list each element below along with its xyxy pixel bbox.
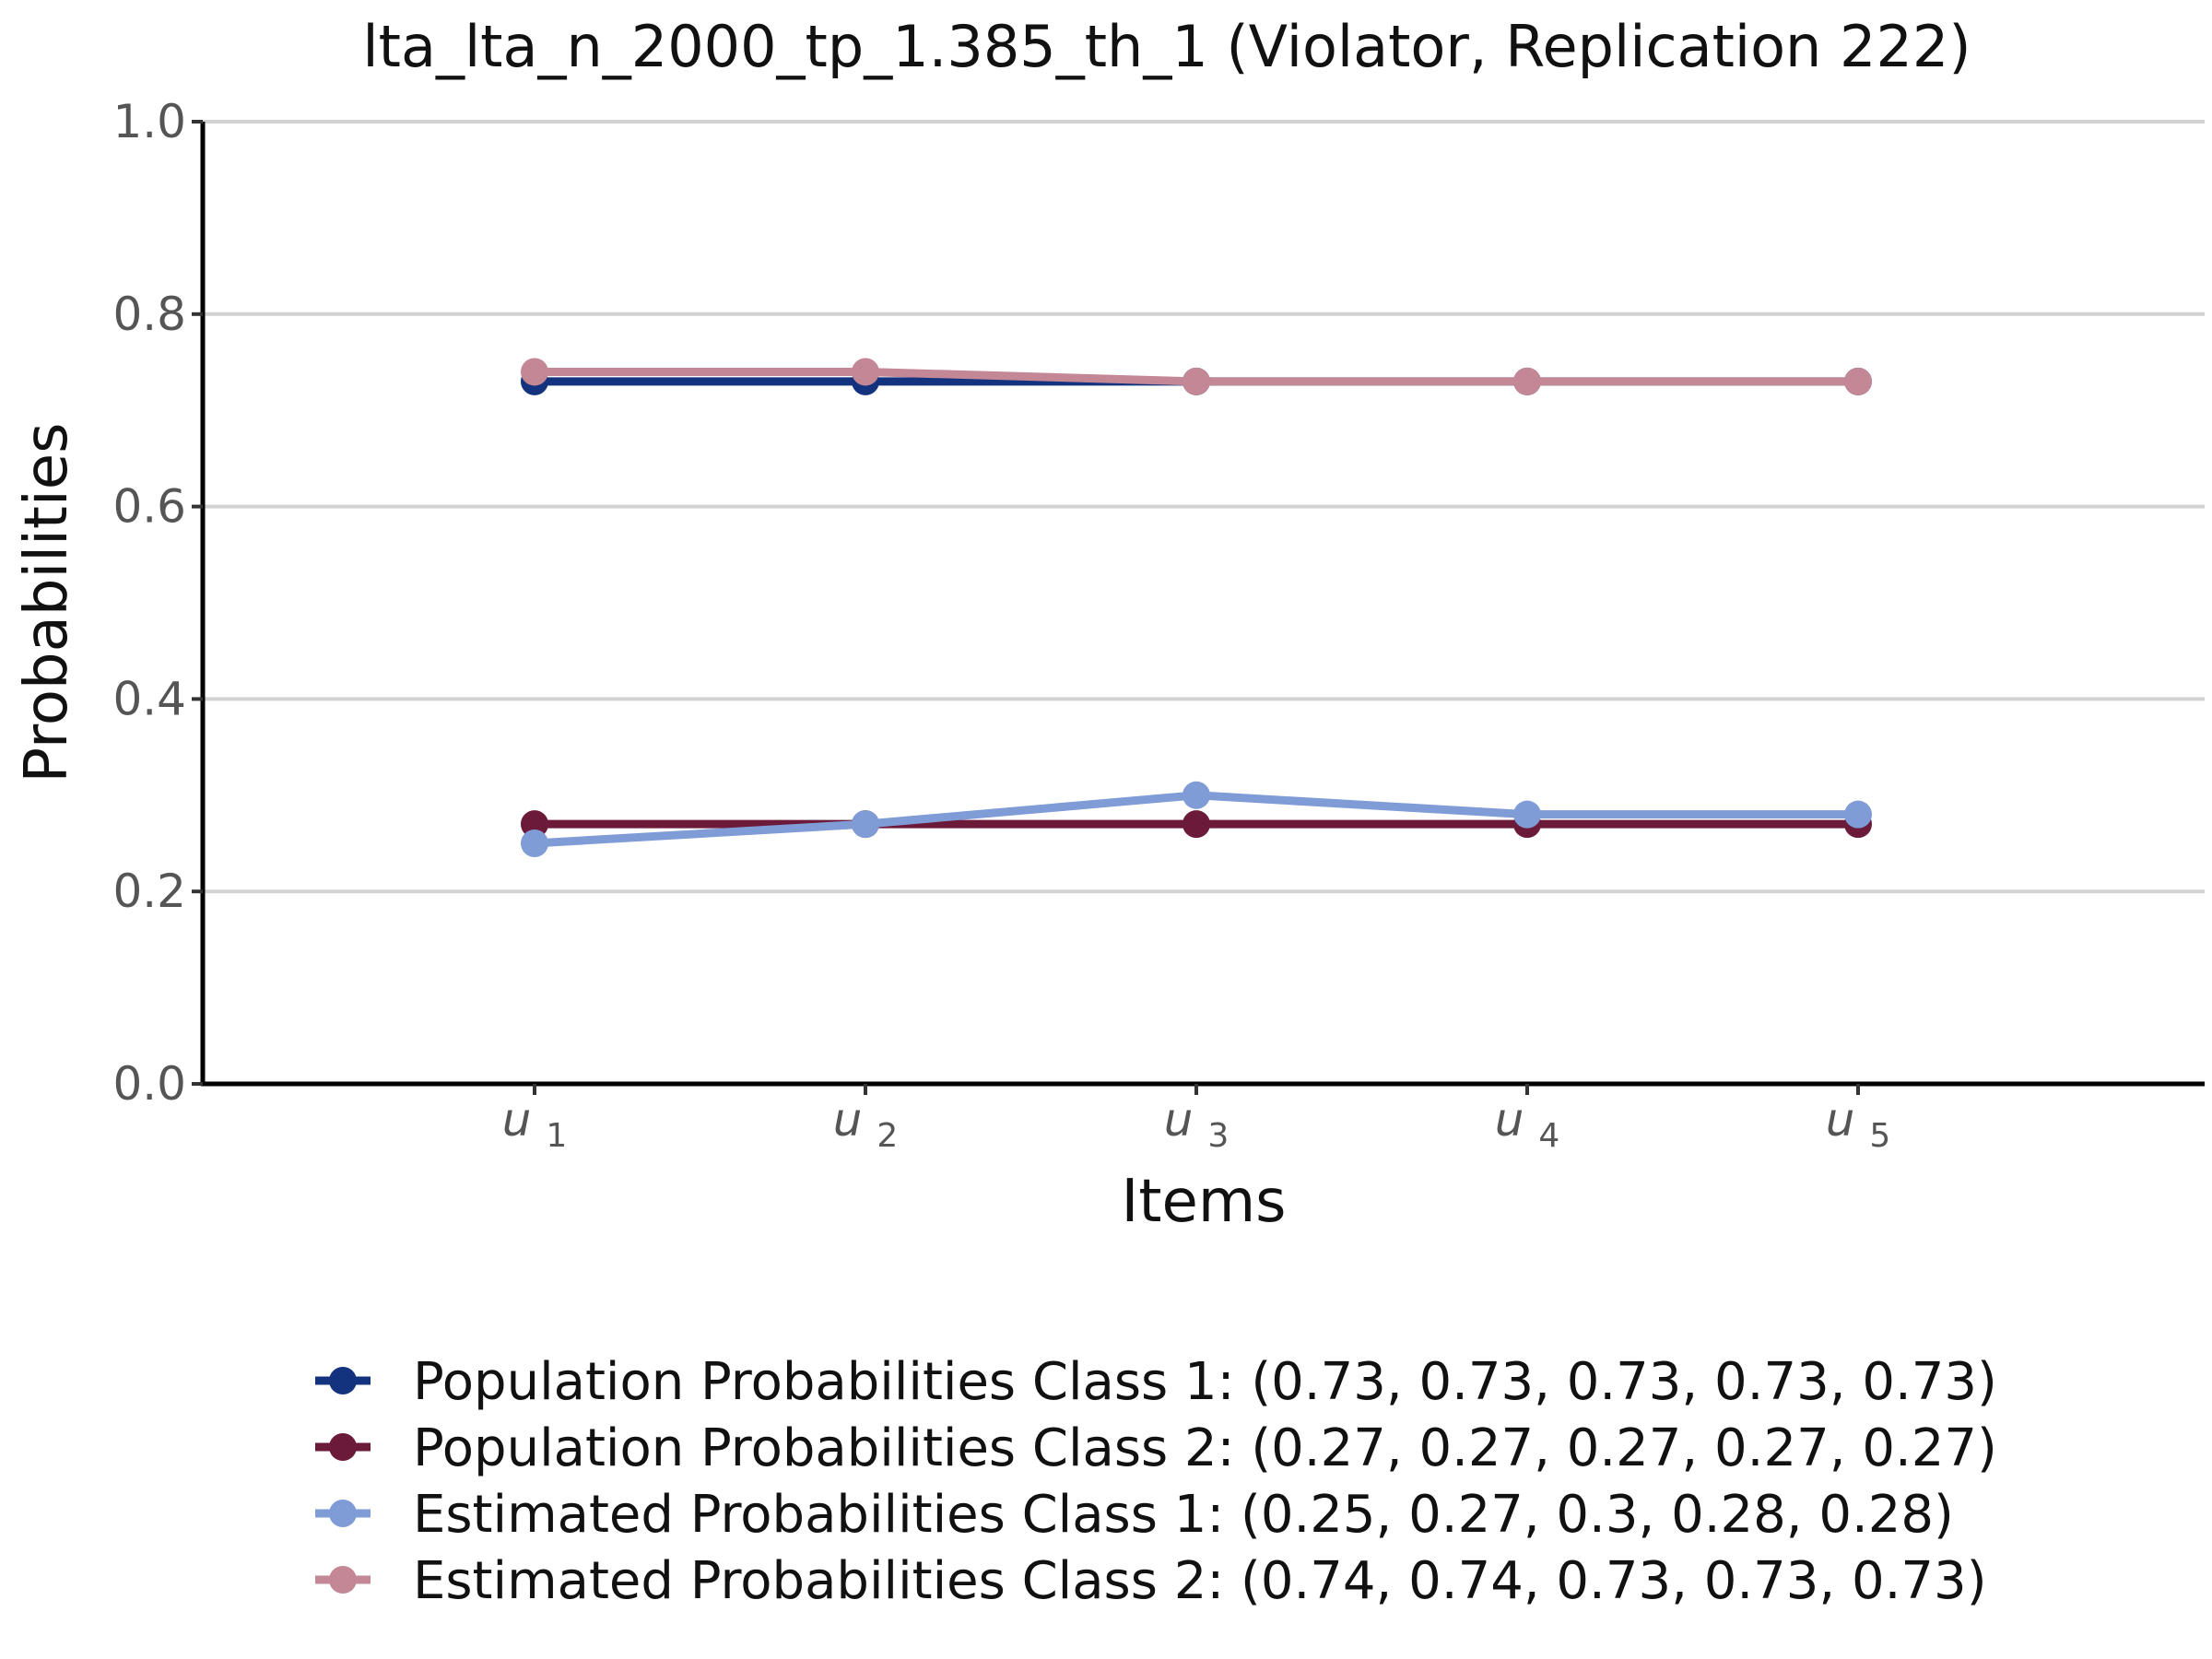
legend-label: Estimated Probabilities Class 2: (0.74, … (413, 1551, 1987, 1611)
data-point (521, 358, 548, 386)
y-axis-title: Probabilities (13, 423, 81, 783)
legend-key-marker (329, 1500, 357, 1527)
legend-label: Population Probabilities Class 1: (0.73,… (413, 1352, 1997, 1412)
legend-key-marker (329, 1433, 357, 1461)
legend-key-marker (329, 1367, 357, 1394)
x-tick-label: u 4 (1495, 1093, 1560, 1155)
data-point (852, 358, 879, 386)
y-tick-label: 0.0 (112, 1057, 186, 1111)
y-tick-label: 0.4 (112, 672, 186, 725)
series-4 (521, 358, 1872, 395)
legend-label: Population Probabilities Class 2: (0.27,… (413, 1418, 1997, 1478)
data-point (1182, 810, 1210, 839)
series-lines (521, 358, 1872, 857)
legend-item: Population Probabilities Class 2: (0.27,… (315, 1418, 1997, 1478)
legend-item: Population Probabilities Class 1: (0.73,… (315, 1352, 1997, 1412)
data-point (1182, 367, 1210, 395)
x-axis-ticks: u 1 u 2 u 3 u 4 u 5 (502, 1084, 1891, 1155)
y-tick-label: 0.2 (112, 865, 186, 918)
legend-item: Estimated Probabilities Class 2: (0.74, … (315, 1551, 1987, 1611)
x-tick-label: u 5 (1826, 1093, 1891, 1155)
x-tick-label: u 1 (502, 1093, 568, 1155)
data-point (1513, 367, 1541, 395)
x-axis-title: Items (1121, 1168, 1286, 1236)
data-point (1844, 367, 1872, 395)
data-point (1182, 781, 1210, 809)
chart-title: lta_lta_n_2000_tp_1.385_th_1 (Violator, … (362, 13, 1971, 80)
legend-label: Estimated Probabilities Class 1: (0.25, … (413, 1485, 1954, 1545)
x-tick-label: u 2 (833, 1093, 899, 1155)
legend: Population Probabilities Class 1: (0.73,… (315, 1352, 1997, 1611)
legend-key-marker (329, 1566, 357, 1594)
gridlines (203, 120, 2205, 894)
y-axis-ticks: 0.0 0.2 0.4 0.6 0.8 1.0 (112, 95, 203, 1111)
data-point (852, 810, 879, 839)
y-tick-label: 1.0 (112, 95, 186, 148)
series-3 (521, 781, 1872, 857)
data-point (521, 830, 548, 857)
x-tick-label: u 3 (1164, 1093, 1230, 1155)
data-point (1844, 800, 1872, 829)
y-tick-label: 0.6 (112, 480, 186, 534)
data-point (1513, 800, 1541, 829)
data-point (521, 810, 548, 839)
legend-item: Estimated Probabilities Class 1: (0.25, … (315, 1485, 1954, 1545)
y-tick-label: 0.8 (112, 288, 186, 341)
